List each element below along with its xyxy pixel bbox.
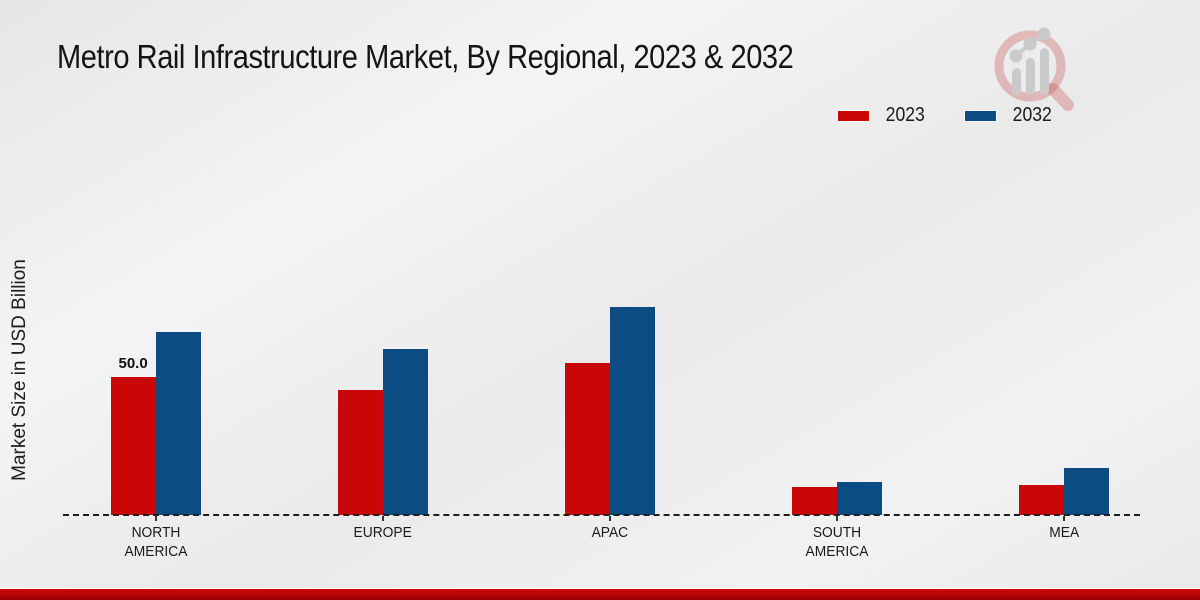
category-label-text: APAC <box>591 524 629 541</box>
category-label-text: SOUTH AMERICA <box>805 524 869 560</box>
bar-value-label-2023-0: 50.0 <box>118 354 148 372</box>
chart-title: Metro Rail Infrastructure Market, By Reg… <box>57 38 794 75</box>
bar-2023-apac <box>565 362 610 515</box>
category-label-south-america: SOUTH AMERICA <box>757 524 917 562</box>
bar-2032-north-america <box>155 332 201 515</box>
footer-accent-bar <box>0 588 1200 600</box>
category-label-mea: MEA <box>984 524 1144 543</box>
legend-item-2032: 2032 <box>963 104 1055 127</box>
legend-label-2032: 2032 <box>1012 104 1052 126</box>
x-axis-tick-europe <box>381 516 384 521</box>
x-axis-tick-mea <box>1063 516 1066 521</box>
legend-swatch-2032 <box>963 109 997 122</box>
category-label-apac: APAC <box>530 524 690 543</box>
category-label-text: NORTH AMERICA <box>124 524 188 560</box>
x-axis-baseline <box>63 514 1140 516</box>
bar-2023-europe <box>337 390 383 515</box>
category-label-north-america: NORTH AMERICA <box>76 524 236 562</box>
magnifier-growth-chart-logo-icon <box>994 27 1074 111</box>
category-label-europe: EUROPE <box>303 524 463 543</box>
bar-2032-mea <box>1064 467 1110 515</box>
category-label-text: MEA <box>1049 524 1080 541</box>
legend-swatch-2023 <box>837 109 870 122</box>
legend: 2023 2032 <box>837 104 1054 127</box>
category-label-text: EUROPE <box>353 524 412 541</box>
legend-item-2023: 2023 <box>837 104 928 127</box>
x-axis-tick-south-america <box>836 516 839 521</box>
x-axis-tick-apac <box>609 516 611 521</box>
bar-2023-south-america <box>792 487 838 515</box>
x-axis-tick-north-america <box>154 516 157 521</box>
bar-2023-north-america <box>110 376 156 515</box>
bar-2023-mea <box>1019 484 1065 515</box>
bar-2032-apac <box>610 307 655 515</box>
legend-label-2023: 2023 <box>885 104 925 126</box>
bar-2032-europe <box>382 348 428 515</box>
bar-2032-south-america <box>837 481 883 515</box>
